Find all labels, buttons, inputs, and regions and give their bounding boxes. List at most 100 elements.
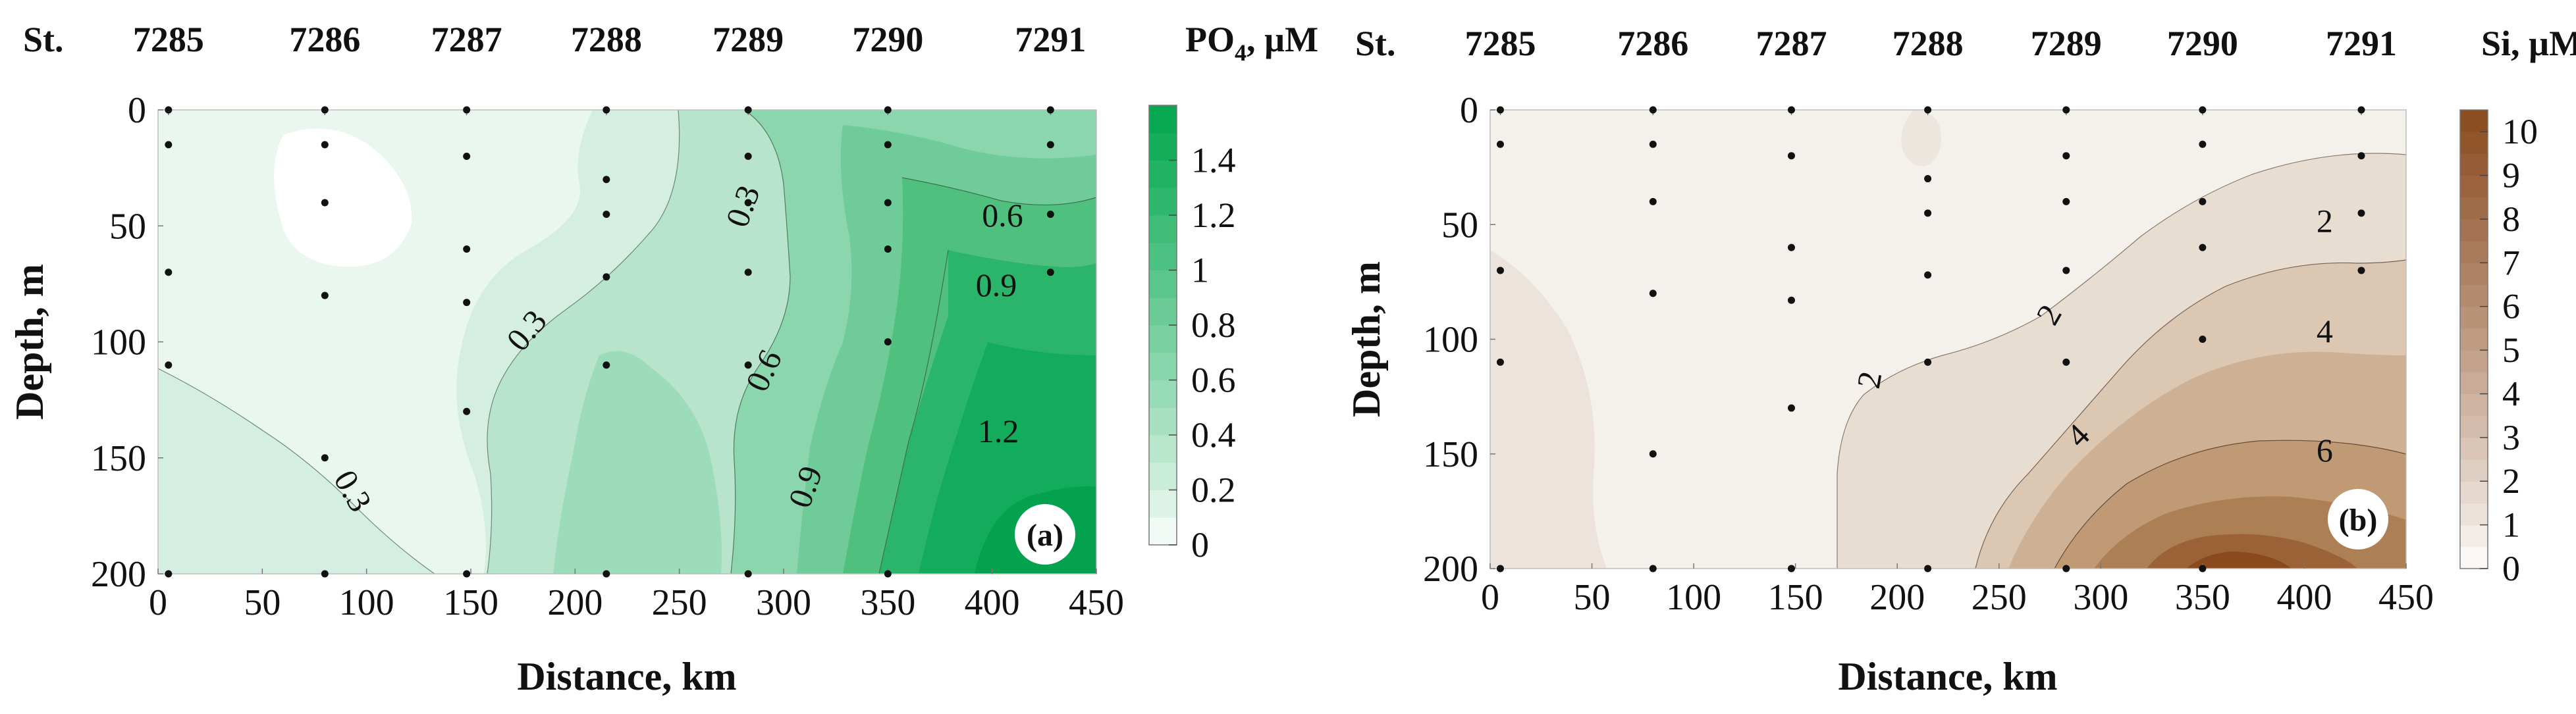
x-tick-label: 450 bbox=[2378, 577, 2434, 618]
x-tick-label: 50 bbox=[244, 582, 281, 623]
x-tick-label: 350 bbox=[860, 582, 915, 623]
sample-point bbox=[321, 141, 329, 149]
colorbar-title: PO4, µM bbox=[1185, 20, 1318, 66]
sample-point bbox=[1787, 296, 1795, 304]
x-tick-label: 400 bbox=[965, 582, 1020, 623]
panel-label: (b) bbox=[2339, 503, 2378, 538]
sample-point bbox=[1649, 565, 1657, 573]
sample-point bbox=[744, 153, 752, 160]
silicate-patch-7288 bbox=[1901, 110, 1941, 166]
panel-label: (a) bbox=[1027, 518, 1063, 553]
colorbar-swatch bbox=[1149, 352, 1177, 380]
x-tick-label: 150 bbox=[443, 582, 498, 623]
y-tick-label: 200 bbox=[91, 554, 146, 595]
contour-label: 2 bbox=[2317, 203, 2333, 240]
station-label: 7291 bbox=[2326, 24, 2397, 63]
colorbar-swatch bbox=[2460, 263, 2488, 286]
sample-point bbox=[1046, 141, 1054, 149]
colorbar-tick-label: 2 bbox=[2502, 461, 2520, 501]
colorbar-tick-label: 8 bbox=[2502, 199, 2520, 239]
sample-point bbox=[463, 299, 471, 307]
colorbar-tick-label: 1 bbox=[2502, 505, 2520, 545]
sample-point bbox=[2062, 106, 2070, 114]
colorbar-tick-label: 9 bbox=[2502, 156, 2520, 195]
colorbar-swatch bbox=[2460, 197, 2488, 220]
sample-point bbox=[884, 106, 892, 114]
sample-point bbox=[1787, 152, 1795, 160]
colorbar-swatch bbox=[1149, 160, 1177, 188]
sample-point bbox=[603, 273, 610, 281]
colorbar-tick-label: 10 bbox=[2502, 112, 2538, 151]
sample-point bbox=[744, 570, 752, 578]
colorbar-swatch bbox=[1149, 407, 1177, 436]
sample-point bbox=[463, 106, 471, 114]
colorbar-tick-label: 1 bbox=[1191, 251, 1209, 290]
x-tick-label: 200 bbox=[1869, 577, 1925, 618]
colorbar-swatch bbox=[1149, 490, 1177, 518]
y-tick-label: 50 bbox=[1441, 205, 1478, 245]
sample-point bbox=[603, 211, 610, 218]
colorbar-swatch bbox=[2460, 546, 2488, 569]
panel-b-marks: 0 50 100 150 200 250 300 350 400 4500501001502007… bbox=[1345, 24, 2576, 698]
panel-label-badge bbox=[1015, 504, 1075, 565]
sample-point bbox=[1924, 175, 1932, 183]
phosphate-band-0.5 bbox=[553, 351, 722, 574]
colorbar-swatch bbox=[1149, 380, 1177, 408]
sample-point bbox=[463, 245, 471, 253]
sample-point bbox=[2357, 267, 2365, 274]
colorbar-swatch bbox=[2460, 132, 2488, 154]
colorbar-swatch bbox=[1149, 215, 1177, 243]
station-label: 7288 bbox=[571, 20, 642, 59]
sample-point bbox=[165, 141, 173, 149]
sample-point bbox=[463, 153, 471, 160]
isoline-6 bbox=[2054, 440, 2406, 569]
colorbar-swatch bbox=[2460, 437, 2488, 460]
colorbar-tick-label: 1.2 bbox=[1191, 195, 1236, 235]
sample-point bbox=[1924, 271, 1932, 279]
colorbar-title: Si, µM bbox=[2481, 24, 2576, 63]
colorbar-tick-label: 3 bbox=[2502, 418, 2520, 457]
isoline-4 bbox=[1975, 259, 2406, 569]
sample-point bbox=[2199, 197, 2207, 205]
sample-point bbox=[2199, 336, 2207, 343]
y-tick-label: 150 bbox=[91, 438, 146, 479]
isoline-0.3-east bbox=[487, 110, 680, 574]
sample-point bbox=[321, 199, 329, 207]
colorbar-swatch bbox=[2460, 241, 2488, 263]
sample-point bbox=[1787, 404, 1795, 412]
x-tick-label: 300 bbox=[2073, 577, 2128, 618]
panel-a-contour-field bbox=[158, 110, 1096, 574]
contour-label: 6 bbox=[2317, 432, 2333, 469]
x-tick-label: 450 bbox=[1069, 582, 1124, 623]
sample-point bbox=[165, 268, 173, 276]
isoline-0.6-upper bbox=[901, 177, 1096, 205]
colorbar-swatch bbox=[1149, 435, 1177, 463]
x-tick-label: 250 bbox=[652, 582, 707, 623]
colorbar-swatch bbox=[2460, 284, 2488, 307]
colorbar-tick-label: 6 bbox=[2502, 287, 2520, 326]
sample-point bbox=[2199, 140, 2207, 148]
sample-point bbox=[744, 106, 752, 114]
colorbar-swatch bbox=[1149, 188, 1177, 216]
sample-point bbox=[2199, 565, 2207, 573]
sample-point bbox=[603, 361, 610, 369]
colorbar-tick-label: 0.8 bbox=[1191, 305, 1236, 345]
colorbar-swatch bbox=[1149, 297, 1177, 326]
sample-point bbox=[321, 570, 329, 578]
y-tick-label: 100 bbox=[91, 322, 146, 363]
colorbar-swatch bbox=[1149, 132, 1177, 161]
sample-point bbox=[463, 407, 471, 415]
sample-point bbox=[884, 570, 892, 578]
y-tick-label: 0 bbox=[1460, 90, 1478, 131]
sample-point bbox=[1787, 106, 1795, 114]
station-label: 7286 bbox=[289, 20, 360, 59]
sample-point bbox=[1649, 140, 1657, 148]
x-axis-label: Distance, km bbox=[517, 655, 736, 698]
colorbar-swatch bbox=[2460, 218, 2488, 242]
colorbar-swatch bbox=[2460, 372, 2488, 394]
y-tick-label: 150 bbox=[1423, 434, 1478, 475]
colorbar-swatch bbox=[1149, 517, 1177, 546]
station-label: 7290 bbox=[2167, 24, 2238, 63]
sample-point bbox=[884, 199, 892, 207]
sample-point bbox=[884, 141, 892, 149]
